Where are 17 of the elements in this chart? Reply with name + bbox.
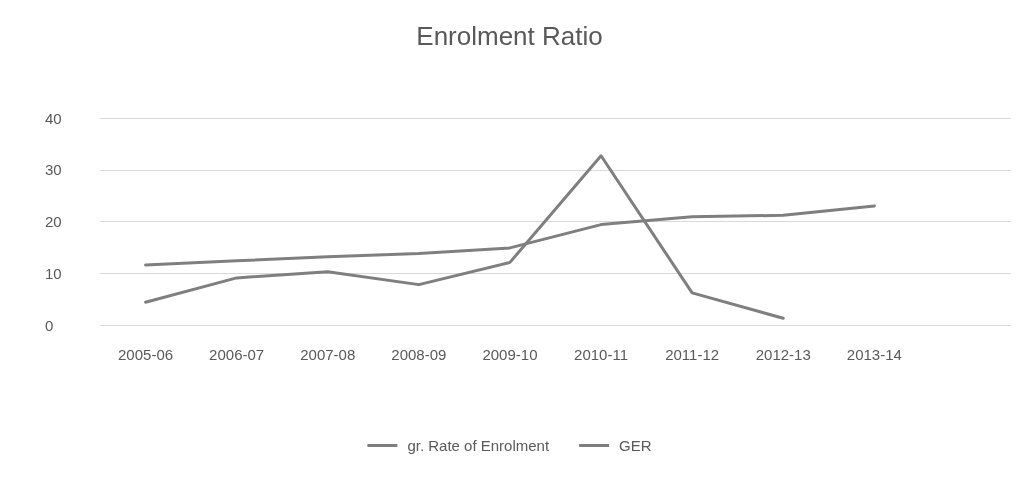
x-tick-label: 2005-06 xyxy=(118,346,174,363)
y-tick-label: 40 xyxy=(45,109,62,127)
x-tick-label: 2010-11 xyxy=(574,346,629,363)
x-tick-label: 2008-09 xyxy=(391,346,447,363)
legend-label: gr. Rate of Enrolment xyxy=(407,437,550,454)
x-tick-label: 2013-14 xyxy=(846,346,902,363)
y-tick-label: 0 xyxy=(45,316,54,334)
x-tick-label: 2006-07 xyxy=(209,346,265,363)
x-tick-label: 2011-12 xyxy=(665,346,720,363)
x-tick-label: 2007-08 xyxy=(300,346,356,363)
legend-label: GER xyxy=(619,437,652,454)
y-tick-label: 10 xyxy=(45,264,62,282)
chart-title: Enrolment Ratio xyxy=(416,21,603,51)
x-tick-label: 2009-10 xyxy=(482,346,538,363)
y-tick-label: 20 xyxy=(45,213,62,230)
x-tick-label: 2012-13 xyxy=(755,346,811,363)
y-tick-label: 30 xyxy=(45,161,62,179)
